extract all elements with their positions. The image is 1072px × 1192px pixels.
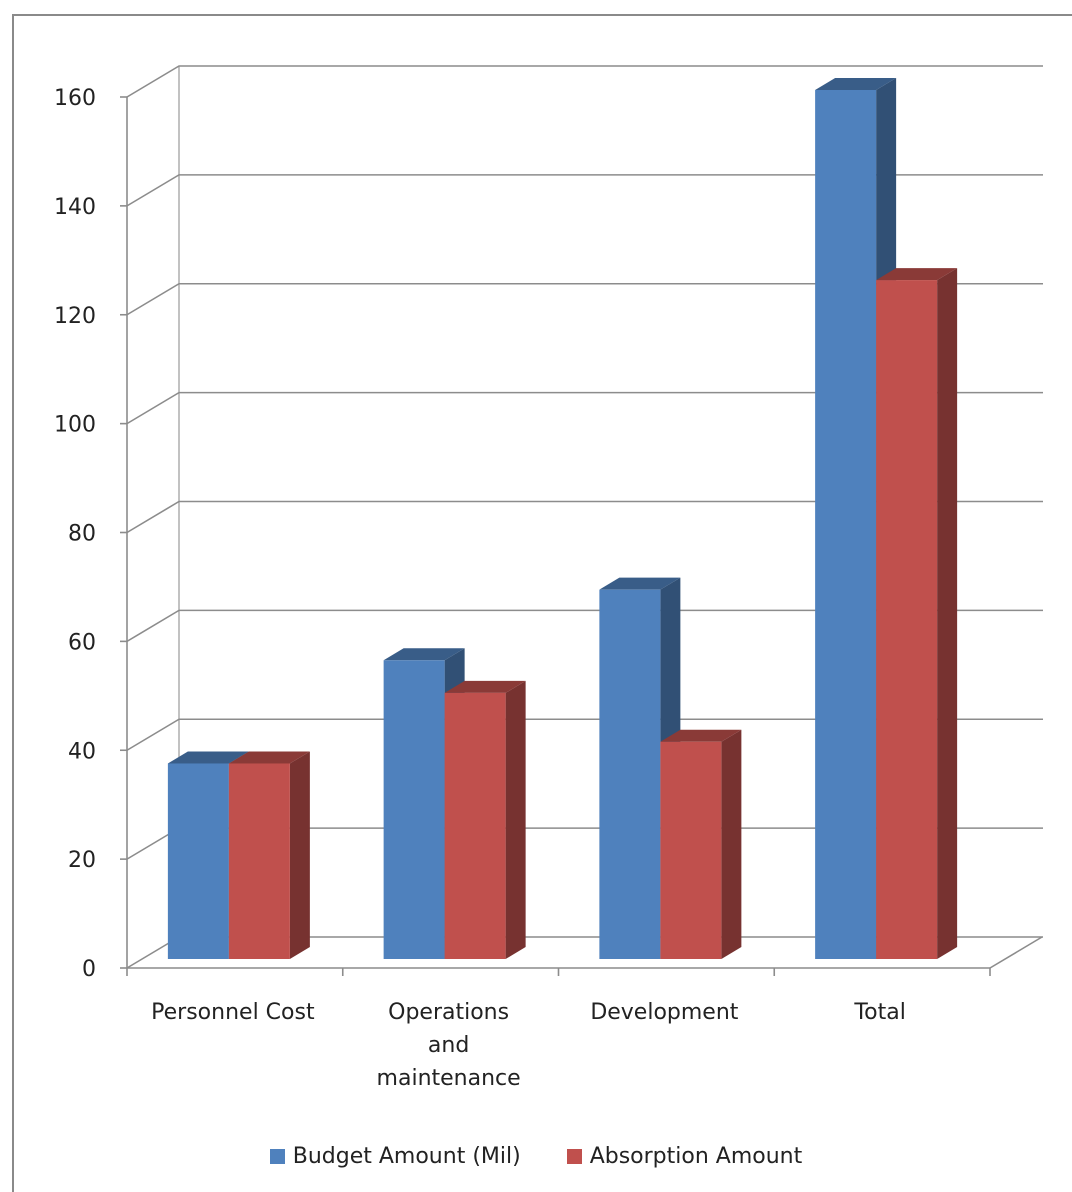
bar-top	[660, 729, 742, 742]
gridline	[126, 391, 1043, 425]
bar-absorption-0	[228, 751, 310, 959]
x-category-label-0: Personnel Cost	[151, 1000, 315, 1025]
gridline	[126, 718, 1043, 751]
bar-absorption-2	[660, 729, 742, 959]
bar-top	[383, 648, 465, 661]
x-category-label-3: Total	[853, 1000, 905, 1025]
legend-label-budget: Budget Amount (Mil)	[292, 1144, 521, 1169]
x-category-label-line: Personnel Cost	[151, 1000, 315, 1025]
y-tick-label: 160	[54, 86, 96, 111]
y-tick-label: 80	[68, 522, 96, 547]
gridline	[126, 500, 1043, 534]
legend-item-absorption: Absorption Amount	[566, 1144, 803, 1169]
x-category-label-line: and	[428, 1033, 469, 1058]
y-tick-label: 60	[68, 630, 96, 655]
floor-right-edge	[989, 936, 1043, 969]
gridline	[126, 282, 1043, 316]
bar-side	[289, 751, 310, 959]
gridline	[126, 174, 1043, 207]
legend-item-budget: Budget Amount (Mil)	[269, 1144, 521, 1169]
bar-front	[383, 660, 445, 959]
x-category-label-2: Development	[590, 1000, 738, 1025]
x-category-label-1: Operations and maintenance	[377, 1000, 521, 1091]
bar-front	[167, 763, 229, 959]
y-tick-label: 100	[54, 413, 96, 438]
bar-top	[599, 577, 681, 590]
bar-top	[444, 680, 526, 693]
bars	[167, 78, 958, 959]
legend-label-absorption: Absorption Amount	[589, 1144, 803, 1169]
gridline	[126, 65, 1043, 98]
gridline	[126, 609, 1043, 643]
bar-front	[444, 692, 506, 959]
bar-front	[660, 741, 722, 959]
bar-front	[876, 280, 938, 959]
bar-absorption-3	[876, 268, 958, 959]
bar-front	[228, 763, 290, 959]
bar-top	[167, 751, 249, 764]
bar-top	[876, 268, 958, 281]
x-category-label-line: Development	[590, 1000, 738, 1025]
bar-front	[815, 90, 877, 959]
bar-side	[721, 729, 742, 959]
bar-top	[815, 78, 897, 90]
x-category-label-line: Total	[853, 1000, 905, 1025]
x-category-label-line: maintenance	[377, 1066, 521, 1091]
y-tick-label: 120	[54, 304, 96, 329]
bar-top	[228, 751, 310, 764]
y-tick-label: 40	[68, 739, 96, 764]
bar-absorption-1	[444, 680, 526, 959]
bar-side	[937, 268, 958, 959]
y-axis-tick-labels: 0 20 40 60 80 100 120 140 160	[54, 86, 96, 982]
y-tick-label: 0	[82, 957, 96, 982]
legend-swatch-budget	[269, 1149, 285, 1164]
y-tick-label: 140	[54, 195, 96, 220]
x-category-label-line: Operations	[388, 1000, 509, 1025]
y-tick-label: 20	[68, 848, 96, 873]
bar-side	[505, 680, 526, 959]
bar-front	[599, 589, 661, 959]
legend-swatch-absorption	[566, 1149, 582, 1164]
legend: Budget Amount (Mil) Absorption Amount	[0, 1144, 1072, 1169]
axes	[120, 96, 1043, 976]
x-axis-category-labels: Personnel Cost Operations and maintenance De…	[151, 1000, 906, 1091]
